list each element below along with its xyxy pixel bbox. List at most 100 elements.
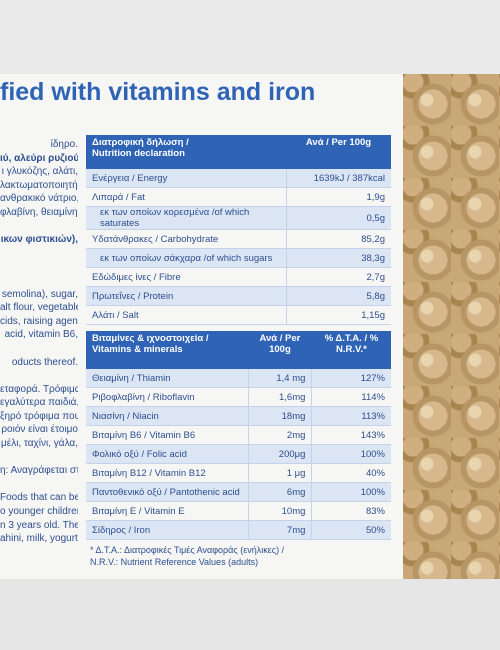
nutrient-label: εκ των οποίων κορεσμένα /of which satura…	[86, 206, 286, 230]
vitamins-header-per: Ανά / Per 100g	[248, 331, 312, 369]
ingredients-line: μέλι, ταχίνι, γάλα,	[0, 438, 78, 450]
ingredients-line: εταφορά. Τρόφιμα	[0, 383, 78, 395]
vitamins-header-label: Βιταμίνες & ιχνοστοιχεία / Vitamins & mi…	[86, 331, 248, 369]
vitamin-label: Ριβοφλαβίνη / Riboflavin	[86, 387, 248, 407]
vitamins-header-nrv: % Δ.Τ.Α. / % N.R.V.*	[311, 331, 391, 369]
ingredients-line: oducts thereof.	[11, 356, 78, 368]
vitamin-row: Βιταμίνη Ε / Vitamin E 10mg 83%	[86, 501, 391, 521]
package-heading: fied with vitamins and iron	[0, 78, 316, 106]
vitamin-nrv: 114%	[311, 387, 391, 407]
ingredients-line	[0, 220, 78, 234]
ingredients-line: ιύ, αλεύρι ρυζιού,	[0, 152, 78, 164]
ingredients-line: φλαβίνη, θειαμίνη,	[0, 206, 78, 218]
vitamin-nrv: 40%	[311, 463, 391, 483]
nutrition-header-value: Ανά / Per 100g	[286, 135, 391, 169]
nutrient-label: Εδώδιμες ίνες / Fibre	[86, 267, 286, 287]
vitamin-label: Βιταμίνη Β12 / Vitamin B12	[86, 463, 248, 483]
ingredients-line: ι γλυκόζης, αλάτι,	[1, 166, 78, 178]
nutrient-value: 0,5g	[285, 206, 391, 230]
vitamin-amount: 1,6mg	[247, 387, 312, 407]
ingredients-line: ροιόν είναι έτοιμο	[1, 424, 78, 436]
vitamin-nrv: 127%	[311, 369, 391, 388]
ingredients-line: Foods that can be	[0, 492, 78, 504]
ingredients-line: εγαλύτερα παιδιά,	[0, 397, 78, 409]
nutrient-label: Υδατάνθρακες / Carbohydrate	[86, 229, 286, 249]
vitamin-nrv: 143%	[311, 425, 391, 445]
nutrient-value: 2,7g	[285, 267, 391, 287]
vitamin-row: Βιταμίνη Β6 / Vitamin B6 2mg 143%	[86, 425, 391, 445]
vitamin-amount: 6mg	[247, 482, 312, 502]
ingredients-line: alt flour, vegetable	[0, 302, 78, 314]
nutrient-label: Πρωτεΐνες / Protein	[86, 286, 286, 306]
footnote: * Δ.Τ.Α.: Διατροφικές Τιμές Αναφοράς (εν…	[90, 544, 284, 568]
vitamin-nrv: 100%	[311, 444, 391, 464]
nutrient-value: 1639kJ / 387kcal	[285, 169, 391, 188]
vitamin-row: Παντοθενικό οξύ / Pantothenic acid 6mg 100…	[86, 482, 391, 502]
nutrition-row: Λιπαρά / Fat 1,9g	[86, 187, 391, 207]
ingredients-line	[0, 478, 78, 492]
background	[0, 579, 500, 650]
vitamin-label: Παντοθενικό οξύ / Pantothenic acid	[86, 482, 248, 502]
ingredients-line: ahini, milk, yogurt,	[0, 533, 78, 545]
ingredients-line: n 3 years old. The	[0, 519, 78, 531]
ingredients-line: semolina), sugar,	[1, 288, 78, 300]
footnote-line: * Δ.Τ.Α.: Διατροφικές Τιμές Αναφοράς (εν…	[90, 545, 285, 555]
vitamin-label: Σίδηρος / Iron	[86, 520, 248, 540]
ingredients-line: λακτωματοποιητής:	[0, 179, 78, 191]
vitamin-amount: 18mg	[247, 406, 312, 426]
ingredients-line: cids, raising agent:	[0, 315, 78, 327]
vitamin-nrv: 83%	[311, 501, 391, 521]
vitamin-row: Σίδηρος / Iron 7mg 50%	[86, 520, 391, 540]
nutrition-row: Εδώδιμες ίνες / Fibre 2,7g	[86, 267, 391, 287]
nutrient-label: εκ των οποίων σάκχαρα /of which sugars	[86, 248, 286, 268]
ingredients-line: ξηρό τρόφιμα που	[0, 410, 78, 422]
ingredients-line: ίδηρο.	[50, 139, 78, 150]
ingredients-line	[0, 342, 78, 356]
vitamin-label: Βιταμίνη Ε / Vitamin E	[86, 501, 248, 521]
nutrient-label: Λιπαρά / Fat	[86, 187, 286, 207]
ingredients-line	[0, 274, 78, 288]
ingredients-line	[0, 369, 78, 383]
ingredients-line: acid, vitamin B6,	[4, 329, 78, 341]
nutrient-value: 1,9g	[285, 187, 391, 207]
ingredients-line	[0, 451, 78, 465]
vitamin-label: Βιταμίνη Β6 / Vitamin B6	[86, 425, 248, 445]
nutrient-value: 5,8g	[285, 286, 391, 306]
footnote-line: N.R.V.: Nutrient Reference Values (adult…	[90, 557, 259, 567]
nutrition-header-label: Διατροφική δήλωση / Nutrition declaratio…	[86, 135, 286, 169]
vitamin-amount: 10mg	[247, 501, 312, 521]
ingredients-line: ικων φιστικιών),	[0, 234, 78, 246]
vitamin-row: Θειαμίνη / Thiamin 1,4 mg 127%	[86, 369, 391, 388]
vitamin-amount: 1,4 mg	[247, 369, 312, 388]
vitamin-label: Θειαμίνη / Thiamin	[86, 369, 248, 388]
vitamin-row: Βιταμίνη Β12 / Vitamin B12 1 μg 40%	[86, 463, 391, 483]
ingredients-text: ίδηρο. ιύ, αλεύρι ρυζιού, ι γλυκόζης, αλάτ…	[0, 138, 78, 546]
nutrition-row: Αλάτι / Salt 1,15g	[86, 305, 391, 325]
vitamin-label: Νιασίνη / Niacin	[86, 406, 248, 426]
vitamin-amount: 2mg	[247, 425, 312, 445]
vitamin-nrv: 50%	[311, 520, 391, 540]
nutrient-value: 38,3g	[285, 248, 391, 268]
nutrient-label: Αλάτι / Salt	[86, 305, 286, 325]
vitamin-nrv: 100%	[311, 482, 391, 502]
vitamins-table: Βιταμίνες & ιχνοστοιχεία / Vitamins & mi…	[86, 331, 391, 540]
nutrient-label: Ενέργεια / Energy	[86, 169, 286, 188]
vitamin-nrv: 113%	[311, 406, 391, 426]
nutrient-value: 1,15g	[285, 305, 391, 325]
ingredients-line: o younger children.	[0, 506, 78, 518]
vitamin-row: Ριβοφλαβίνη / Riboflavin 1,6mg 114%	[86, 387, 391, 407]
nutrition-row: Ενέργεια / Energy 1639kJ / 387kcal	[86, 169, 391, 188]
cereal-rings-image	[403, 74, 500, 579]
vitamin-row: Φολικό οξύ / Folic acid 200μg 100%	[86, 444, 391, 464]
nutrition-row: Υδατάνθρακες / Carbohydrate 85,2g	[86, 229, 391, 249]
nutrition-row: εκ των οποίων κορεσμένα /of which satura…	[86, 206, 391, 230]
nutrition-row: Πρωτεΐνες / Protein 5,8g	[86, 286, 391, 306]
nutrition-row: εκ των οποίων σάκχαρα /of which sugars 38…	[86, 248, 391, 268]
vitamin-amount: 7mg	[247, 520, 312, 540]
ingredients-line: ανθρακικό νάτριο,	[0, 193, 78, 205]
ingredients-line: η: Αναγράφεται στη	[0, 465, 78, 477]
nutrition-table: Διατροφική δήλωση / Nutrition declaratio…	[86, 135, 391, 325]
ingredients-line	[0, 247, 78, 261]
vitamin-amount: 200μg	[247, 444, 312, 464]
vitamin-label: Φολικό οξύ / Folic acid	[86, 444, 248, 464]
